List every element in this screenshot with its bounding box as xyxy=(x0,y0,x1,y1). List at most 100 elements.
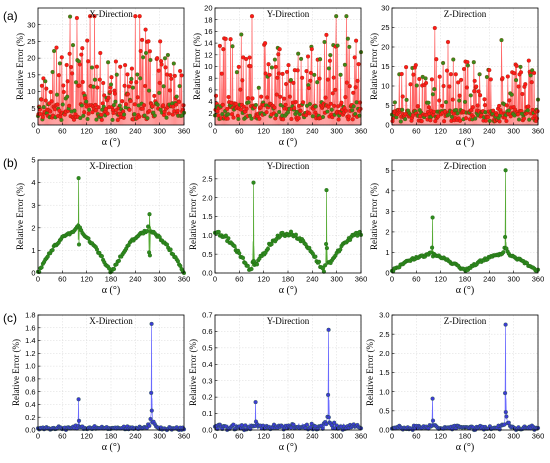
x-tick-label: 60 xyxy=(412,127,420,136)
data-point xyxy=(472,89,477,94)
data-point xyxy=(177,99,182,104)
x-tick-label: 300 xyxy=(153,432,166,441)
x-tick-label: 300 xyxy=(330,127,343,136)
grid xyxy=(214,314,362,431)
data-point xyxy=(70,43,76,48)
data-point xyxy=(133,14,138,19)
x-tick-label: 60 xyxy=(58,127,66,136)
data-point xyxy=(483,110,488,115)
panel-0-0: 0 60 120 180 240 300 360 0 5 10 15 20 25 30 X-Directio… xyxy=(15,7,190,148)
data-point xyxy=(165,52,170,58)
data-point xyxy=(167,88,172,93)
data-point xyxy=(457,98,462,103)
data-point xyxy=(80,79,85,85)
data-point xyxy=(353,111,358,117)
data-point xyxy=(309,47,314,52)
data-point xyxy=(99,254,104,259)
y-tick-label: 30 xyxy=(27,20,35,29)
x-axis-label: α (°) xyxy=(279,442,297,453)
data-point xyxy=(484,74,489,80)
data-point xyxy=(307,101,312,107)
data-point xyxy=(350,108,355,113)
panel-title: X-Direction xyxy=(89,161,133,171)
x-tick-label: 120 xyxy=(257,127,270,136)
data-point xyxy=(432,25,437,31)
x-tick-label: 180 xyxy=(459,432,472,441)
data-point xyxy=(294,109,299,114)
data-point xyxy=(61,83,66,88)
data-point xyxy=(251,180,256,185)
data-point xyxy=(164,115,169,120)
data-point xyxy=(350,117,355,122)
x-tick-label: 180 xyxy=(459,127,472,136)
data-point xyxy=(102,93,107,98)
data-point xyxy=(301,100,306,105)
data-point xyxy=(465,60,470,65)
data-point xyxy=(278,102,283,108)
data-point xyxy=(392,100,397,105)
y-tick-label: 5 xyxy=(385,101,389,110)
data-point xyxy=(101,80,106,86)
y-tick-label: 2 xyxy=(208,109,212,118)
x-tick-label: 360 xyxy=(178,432,191,441)
data-point xyxy=(140,37,145,42)
data-point xyxy=(147,49,152,54)
x-tick-label: 0 xyxy=(36,127,40,136)
x-axis-label: α (°) xyxy=(279,137,297,148)
data-point xyxy=(85,38,90,43)
y-tick-label: 0 xyxy=(208,121,212,130)
data-point xyxy=(296,51,301,56)
data-point xyxy=(231,422,236,427)
panel-title: Z-Direction xyxy=(444,316,487,326)
data-point xyxy=(312,72,317,77)
x-tick-label: 240 xyxy=(129,275,142,284)
y-tick-label: 1.6 xyxy=(25,323,35,332)
data-point xyxy=(219,71,224,76)
y-tick-label: 10 xyxy=(381,82,389,91)
data-point xyxy=(503,391,508,396)
data-point xyxy=(113,59,118,64)
data-point xyxy=(315,80,320,85)
data-point xyxy=(414,83,419,88)
data-point xyxy=(282,96,287,101)
data-point xyxy=(445,39,451,45)
data-point xyxy=(43,98,48,103)
data-point xyxy=(437,98,442,103)
data-point xyxy=(521,116,526,121)
data-point xyxy=(129,76,134,81)
data-point xyxy=(142,103,147,108)
y-tick-label: 2.5 xyxy=(379,330,389,339)
y-tick-label: 25 xyxy=(27,37,35,46)
data-point xyxy=(332,103,337,108)
data-point xyxy=(76,397,81,402)
data-point xyxy=(137,14,142,19)
data-point xyxy=(351,90,356,95)
data-point xyxy=(111,266,117,272)
data-point xyxy=(324,422,329,427)
x-tick-label: 300 xyxy=(153,275,166,284)
data-point xyxy=(345,36,350,41)
data-point xyxy=(181,103,186,108)
data-point xyxy=(326,66,331,71)
x-tick-label: 180 xyxy=(282,275,295,284)
data-point xyxy=(296,116,301,121)
data-point xyxy=(156,68,161,73)
y-axis-label: Relative Error (%) xyxy=(369,183,379,250)
data-point xyxy=(516,84,521,89)
data-point xyxy=(168,73,173,78)
data-point xyxy=(304,103,310,108)
data-point xyxy=(474,84,479,89)
data-point xyxy=(482,97,487,102)
data-point xyxy=(276,52,281,57)
y-tick-label: 0.3 xyxy=(202,376,212,385)
x-tick-label: 0 xyxy=(213,275,217,284)
data-point xyxy=(451,57,456,62)
data-point xyxy=(238,107,243,112)
y-tick-label: 0.0 xyxy=(379,426,389,435)
data-point xyxy=(259,94,264,99)
data-point xyxy=(172,73,177,78)
data-point xyxy=(175,108,180,113)
data-point xyxy=(336,104,341,109)
